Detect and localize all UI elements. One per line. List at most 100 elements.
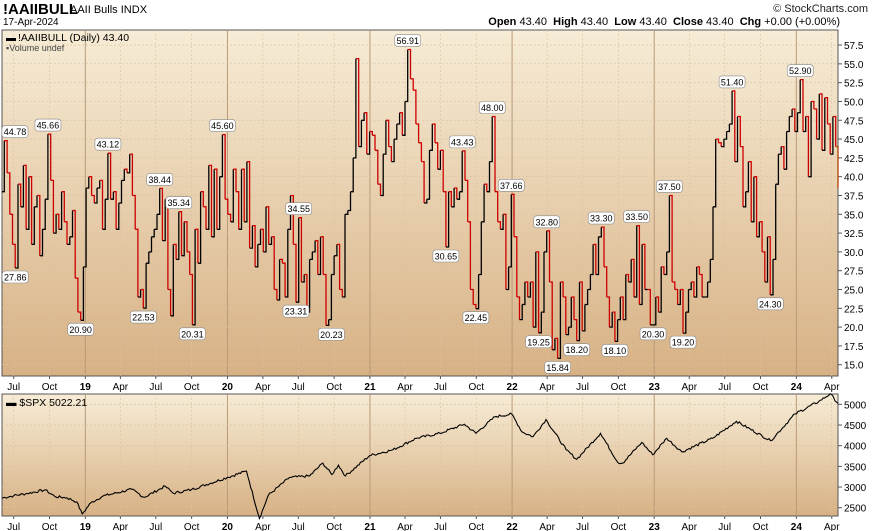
sentiment-segment (413, 89, 417, 124)
sentiment-segment (107, 152, 112, 200)
data-label: 56.91 (396, 36, 419, 46)
sentiment-segment (737, 115, 741, 147)
data-label-box (478, 101, 506, 114)
sentiment-segment (614, 319, 619, 343)
sentiment-segment (2, 140, 5, 193)
sentiment-segment (527, 282, 532, 298)
sentiment-segment (432, 123, 436, 143)
sentiment-segment (121, 169, 125, 182)
data-label-box (165, 196, 193, 210)
sentiment-segment (584, 289, 589, 306)
y-tick-label: 47.5 (844, 116, 864, 127)
y-tick-label: 22.5 (844, 304, 864, 315)
sentiment-segment (781, 145, 785, 170)
sentiment-segment (658, 266, 662, 313)
sentiment-segment (541, 251, 545, 313)
plot-area (1, 29, 839, 377)
sentiment-segment (560, 281, 564, 297)
sentiment-segment (203, 206, 207, 230)
y-tick-label: 35.0 (844, 210, 864, 221)
data-label: 19.20 (672, 338, 695, 348)
x-tick-label: Oct (42, 522, 58, 531)
sentiment-segment (631, 258, 635, 297)
sentiment-segment (721, 139, 725, 148)
data-label: 22.53 (132, 313, 155, 323)
x-tick-label: Oct (184, 522, 200, 531)
data-label-box (130, 310, 157, 324)
sentiment-segment (402, 101, 406, 136)
sentiment-segment (598, 227, 602, 238)
sentiment-segment (116, 203, 120, 230)
sentiment-segment (336, 243, 341, 290)
x-tick-label: Apr (255, 382, 271, 393)
sentiment-segment (7, 172, 11, 215)
sentiment-segment (361, 112, 365, 121)
sentiment-segment (244, 161, 248, 223)
sentiment-segment (734, 116, 739, 163)
data-label: 37.50 (658, 182, 681, 192)
x-tick-label: 24 (791, 522, 803, 531)
sentiment-segment (590, 244, 594, 276)
plot-area (1, 393, 839, 517)
x-tick-label: 22 (507, 382, 519, 393)
sentiment-segment (151, 229, 155, 238)
sentiment-segment (157, 188, 161, 215)
stockcharts-brand[interactable]: © StockCharts.com (773, 3, 868, 15)
data-label-box (544, 361, 571, 374)
sentiment-segment (75, 277, 79, 313)
sentiment-segment (127, 154, 131, 174)
sentiment-segment (508, 194, 512, 268)
sentiment-segment (184, 221, 188, 252)
x-tick-label: Apr (113, 522, 129, 531)
data-label: 19.25 (527, 337, 550, 347)
x-tick-label: Apr (681, 382, 697, 393)
sentiment-segment (31, 206, 35, 246)
sentiment-segment (473, 303, 477, 309)
x-tick-label: Apr (113, 382, 129, 393)
sentiment-segment (743, 191, 747, 208)
y-tick-label: 2500 (844, 504, 867, 515)
data-label: 33.30 (590, 214, 613, 224)
sentiment-segment (808, 101, 812, 178)
sentiment-segment (86, 176, 90, 189)
sentiment-segment (587, 274, 592, 291)
sentiment-segment (249, 225, 254, 249)
sentiment-segment (257, 229, 262, 246)
sentiment-segment (467, 221, 472, 290)
data-label-box (67, 323, 94, 336)
data-label: 20.30 (642, 329, 665, 339)
sentiment-segment (170, 244, 174, 317)
sentiment-segment (129, 153, 134, 196)
data-label-box (623, 210, 650, 223)
sentiment-segment (263, 206, 267, 253)
sentiment-segment (388, 145, 393, 162)
sentiment-segment (135, 228, 139, 297)
sentiment-segment (315, 239, 319, 275)
sentiment-segment (478, 221, 482, 276)
x-tick-label: Jul (292, 522, 305, 531)
sentiment-segment (751, 176, 755, 223)
sentiment-segment (407, 48, 412, 79)
sentiment-segment (178, 211, 183, 256)
x-tick-label: Jul (718, 382, 731, 393)
spx-line (1, 393, 839, 520)
data-label: 24.30 (759, 299, 782, 309)
sentiment-segment (350, 157, 354, 193)
sentiment-segment (481, 184, 485, 223)
sentiment-segment (241, 168, 245, 222)
sentiment-segment (803, 116, 807, 133)
x-tick-label: Jul (7, 382, 20, 393)
sentiment-segment (604, 266, 608, 297)
sentiment-segment (394, 124, 398, 140)
sentiment-segment (309, 251, 313, 261)
data-label: 38.44 (148, 175, 171, 185)
sentiment-segment (334, 244, 338, 257)
sentiment-segment (372, 134, 376, 151)
sentiment-segment (625, 273, 630, 282)
data-label: 20.31 (181, 329, 204, 339)
sentiment-segment (323, 273, 327, 326)
sentiment-segment (274, 288, 278, 300)
data-label-box (462, 311, 490, 324)
sentiment-segment (342, 214, 346, 298)
